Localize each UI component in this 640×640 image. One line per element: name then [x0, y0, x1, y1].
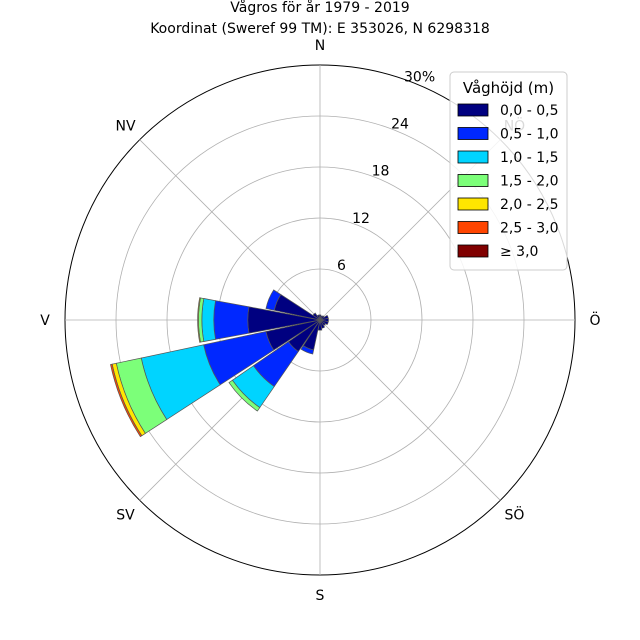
- rose-bar-segment: [228, 379, 261, 412]
- legend-swatch: [457, 221, 489, 234]
- rose-bars: [110, 289, 329, 438]
- legend-swatch: [457, 244, 489, 258]
- rose-bar-segment: [213, 300, 250, 340]
- rose-bar-segment: [110, 363, 143, 438]
- rose-bar-segment: [201, 298, 216, 342]
- rose-bar-segment: [316, 314, 321, 321]
- legend-entry: 1,0 - 1,5: [500, 150, 558, 166]
- legend-title: Våghöjd (m): [463, 79, 554, 97]
- legend-swatch: [457, 103, 489, 117]
- rose-bar-segment: [197, 297, 201, 343]
- rose-bar-segment: [265, 289, 282, 311]
- direction-label: SÖ: [505, 505, 525, 523]
- rose-bar-segment: [312, 312, 321, 321]
- legend-entry: 0,0 - 0,5: [500, 103, 558, 119]
- legend-swatch: [457, 150, 489, 164]
- legend-swatch: [457, 127, 489, 140]
- legend-entry: ≥ 3,0: [500, 244, 538, 260]
- direction-label: Ö: [589, 311, 600, 329]
- polar-grid: [64, 64, 576, 576]
- legend-swatch: [457, 197, 489, 211]
- direction-label: NV: [116, 119, 136, 135]
- legend-swatch: [457, 174, 489, 187]
- legend-entry: 0,5 - 1,0: [500, 127, 558, 143]
- direction-label: S: [316, 588, 325, 604]
- radial-tick-label: 6: [337, 258, 346, 274]
- direction-label: SV: [116, 507, 135, 523]
- radial-tick-label: 30%: [404, 69, 435, 85]
- legend-entry: 1,5 - 2,0: [500, 174, 558, 190]
- grid-spoke: [319, 319, 501, 501]
- direction-label: V: [40, 313, 50, 329]
- legend: Våghöjd (m) 0,0 - 0,5 0,5 - 1,0 1,0 - 1,5 1,…: [449, 71, 568, 271]
- grid-spoke: [139, 139, 321, 321]
- radial-tick-label: 24: [391, 117, 409, 133]
- rose-bar-segment: [300, 345, 315, 355]
- direction-label: N: [315, 38, 325, 54]
- chart-title-line2: Koordinat (Sweref 99 TM): E 353026, N 62…: [150, 21, 490, 37]
- radial-tick-label: 12: [352, 211, 370, 227]
- chart-title-line1: Vågros för år 1979 - 2019: [230, 0, 409, 16]
- radial-tick-label: 18: [372, 164, 390, 180]
- legend-entry: 2,0 - 2,5: [500, 197, 558, 213]
- legend-box: [449, 71, 568, 271]
- radial-tick-labels: 6 12 18 24 30%: [337, 69, 435, 273]
- legend-entry: 2,5 - 3,0: [500, 221, 558, 237]
